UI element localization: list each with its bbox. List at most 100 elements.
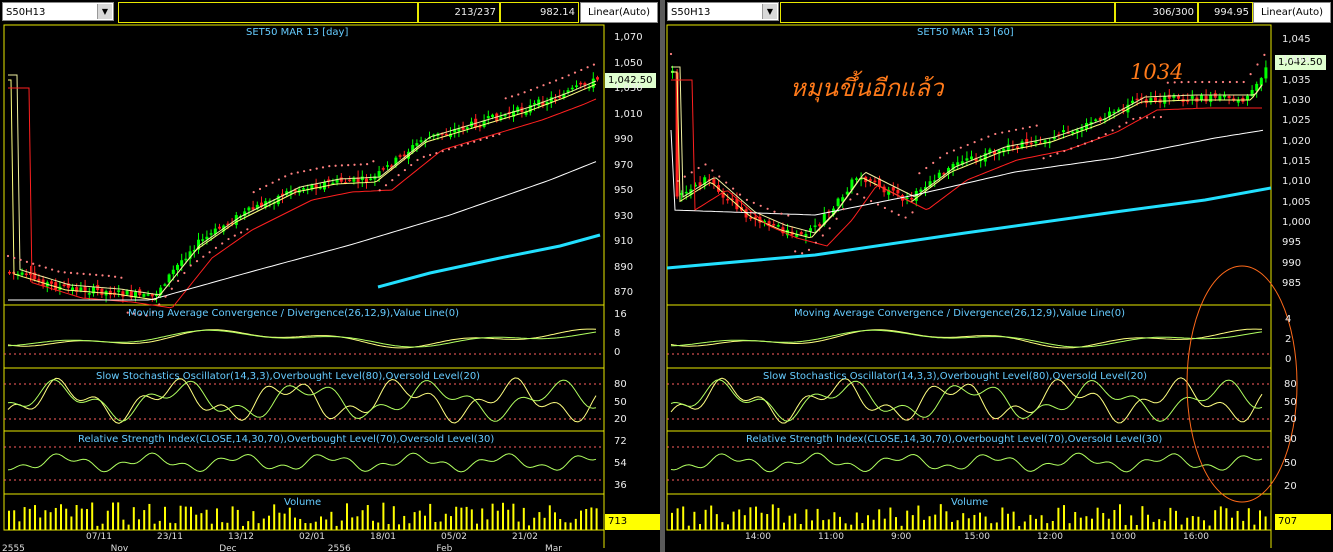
- left-candle: [579, 82, 583, 85]
- left-sar-dot: [258, 187, 262, 191]
- left-chart-canvas[interactable]: [0, 0, 660, 552]
- right-price-tick: 1,010: [1282, 176, 1311, 188]
- right-stoch-k: [670, 377, 1263, 424]
- left-scale-mode-button[interactable]: Linear(Auto): [580, 2, 658, 23]
- right-symbol-select[interactable]: S50H13 ▼: [667, 2, 779, 21]
- right-ma-long: [670, 129, 1264, 216]
- right-sar-dot: [994, 132, 997, 136]
- left-sar-dot: [492, 134, 495, 138]
- left-volume-bar: [590, 507, 593, 530]
- left-volume-bar: [320, 516, 322, 530]
- right-stoch-d: [670, 379, 1263, 422]
- left-sar-dot: [120, 276, 123, 279]
- left-date-tick: 13/12: [228, 532, 254, 542]
- left-candle: [365, 178, 368, 183]
- right-candle: [1002, 148, 1006, 153]
- left-volume-bar: [148, 503, 151, 530]
- right-candle: [694, 184, 697, 187]
- left-sar-dot: [422, 155, 425, 158]
- left-candle: [197, 239, 200, 250]
- right-chart-canvas[interactable]: [665, 0, 1333, 552]
- left-sar-dot: [523, 91, 526, 94]
- right-rsi-tick: 80: [1284, 434, 1297, 445]
- left-candle: [583, 83, 587, 86]
- chevron-down-icon[interactable]: ▼: [762, 4, 777, 19]
- right-candle: [767, 221, 771, 225]
- left-volume-bar: [585, 508, 588, 530]
- left-sar-dot: [296, 171, 299, 174]
- left-sar-dot: [416, 158, 419, 162]
- left-candle: [16, 273, 20, 276]
- right-candle: [1154, 97, 1157, 103]
- right-volume-bar: [1219, 506, 1222, 530]
- left-volume-bar: [450, 516, 452, 530]
- right-stoch-title: Slow Stochastics Oscillator(14,3,3),Over…: [763, 371, 1148, 382]
- left-date-bottom: Mar: [545, 544, 562, 552]
- left-sar-dot: [177, 279, 180, 282]
- left-volume-bar: [361, 510, 364, 530]
- left-volume-bar: [164, 506, 166, 530]
- left-volume-bar: [413, 512, 416, 530]
- right-rsi-title: Relative Strength Index(CLOSE,14,30,70),…: [746, 434, 1163, 445]
- left-sar-dot: [32, 262, 35, 265]
- right-macd-signal: [670, 329, 1263, 348]
- left-stoch-title: Slow Stochastics Oscillator(14,3,3),Over…: [96, 371, 481, 382]
- left-rsi-title: Relative Strength Index(CLOSE,14,30,70),…: [78, 434, 495, 445]
- right-volume-marker: 707: [1275, 514, 1331, 530]
- right-macd-title: Moving Average Convergence / Divergence(…: [794, 308, 1125, 319]
- chevron-down-icon[interactable]: ▼: [97, 4, 112, 19]
- right-candle: [1223, 95, 1226, 98]
- right-sar-dot: [911, 211, 914, 214]
- left-candle: [537, 99, 541, 106]
- left-macd-tick: 0: [614, 347, 621, 358]
- right-candle: [680, 193, 684, 195]
- left-volume-bar: [522, 507, 525, 530]
- right-candle: [855, 178, 858, 180]
- right-candle: [1172, 94, 1176, 98]
- panel-divider[interactable]: [660, 0, 665, 552]
- left-volume-bar: [101, 523, 104, 530]
- right-candle: [763, 220, 766, 223]
- right-volume-bar: [788, 515, 791, 530]
- right-sar-dot: [932, 161, 935, 164]
- left-candle: [482, 120, 486, 127]
- left-sar-dot: [378, 189, 381, 192]
- right-candle: [818, 224, 822, 227]
- right-candle: [873, 180, 877, 183]
- left-volume-bar: [86, 509, 88, 530]
- right-price-tick: 1,045: [1282, 34, 1311, 45]
- right-volume-bar: [1079, 517, 1082, 530]
- left-price-tick: 1,070: [614, 32, 643, 43]
- right-volume-bar: [1152, 521, 1155, 530]
- right-volume-bar: [1029, 514, 1032, 530]
- left-stoch-d: [7, 379, 597, 422]
- left-candle: [188, 251, 192, 259]
- left-volume-bar: [174, 523, 177, 530]
- left-sar-dot: [548, 81, 551, 84]
- right-volume-bar: [671, 512, 673, 530]
- right-volume-bar: [911, 515, 914, 530]
- right-macd-tick: 2: [1285, 334, 1292, 345]
- right-candle: [1163, 95, 1167, 104]
- right-sar-dot: [1187, 80, 1190, 84]
- left-candle: [558, 96, 562, 98]
- left-volume-bar: [112, 502, 114, 530]
- right-volume-bar: [878, 509, 881, 530]
- right-sar-dot: [718, 175, 721, 178]
- left-volume-bar: [231, 506, 234, 530]
- left-volume-bar: [205, 509, 208, 530]
- left-volume-bar: [351, 517, 354, 530]
- left-candle: [247, 207, 251, 211]
- right-macd-tick: 4: [1285, 314, 1292, 325]
- right-volume-bar: [1175, 510, 1177, 530]
- right-scale-mode-button[interactable]: Linear(Auto): [1253, 2, 1331, 23]
- right-volume-bar: [1225, 508, 1228, 530]
- right-volume-bar: [1236, 510, 1239, 530]
- left-symbol-select[interactable]: S50H13 ▼: [2, 2, 114, 21]
- right-candle: [1264, 67, 1268, 79]
- right-candle: [891, 187, 895, 191]
- right-candle: [1103, 118, 1107, 121]
- left-ma-200: [377, 233, 601, 289]
- left-date-tick: 18/01: [370, 532, 396, 542]
- right-volume-bar: [917, 505, 920, 530]
